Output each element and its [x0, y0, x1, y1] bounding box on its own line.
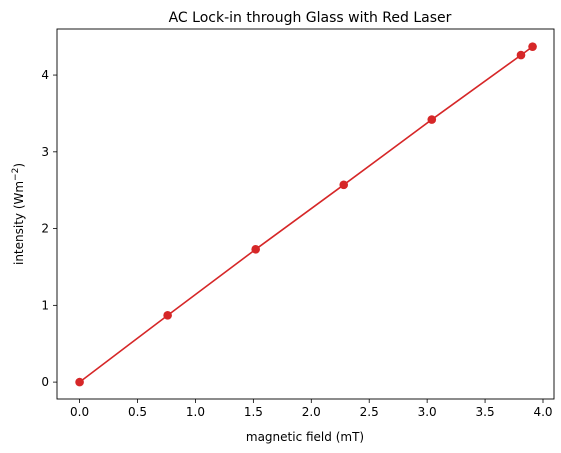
data-point [528, 42, 537, 51]
data-point [163, 311, 172, 320]
y-tick-label: 0 [41, 375, 49, 389]
data-point [251, 245, 260, 254]
x-tick-label: 0.0 [70, 405, 89, 419]
x-tick-label: 2.5 [360, 405, 379, 419]
x-tick-label: 1.5 [244, 405, 263, 419]
x-tick-label: 0.5 [128, 405, 147, 419]
series-layer [75, 42, 537, 387]
chart-title: AC Lock-in through Glass with Red Laser [169, 10, 452, 26]
plot-frame [56, 28, 555, 400]
x-axis: 0.0 0.5 1.0 1.5 2.0 2.5 3.0 3.5 4.0 [70, 399, 553, 419]
y-axis-label: intensity (Wm−2) [11, 163, 26, 265]
x-axis-label: magnetic field (mT) [246, 430, 364, 444]
x-tick-label: 1.0 [186, 405, 205, 419]
y-tick-label: 3 [41, 145, 49, 159]
data-point [427, 115, 437, 124]
data-point [75, 377, 84, 387]
x-tick-label: 3.5 [476, 405, 495, 419]
series-line [79, 46, 534, 383]
y-tick-label: 2 [41, 222, 49, 236]
x-tick-label: 4.0 [533, 405, 552, 419]
y-axis-label-superscript: −2 [11, 168, 21, 181]
y-axis: 0 1 2 3 4 [41, 68, 57, 389]
y-axis-label-end: ) [12, 163, 26, 168]
y-tick-label: 4 [41, 68, 49, 82]
x-tick-label: 3.0 [418, 405, 437, 419]
data-point [339, 180, 349, 190]
data-point [516, 50, 526, 60]
y-tick-label: 1 [41, 298, 49, 312]
y-axis-label-base: intensity (Wm [12, 181, 26, 265]
x-tick-label: 2.0 [302, 405, 321, 419]
